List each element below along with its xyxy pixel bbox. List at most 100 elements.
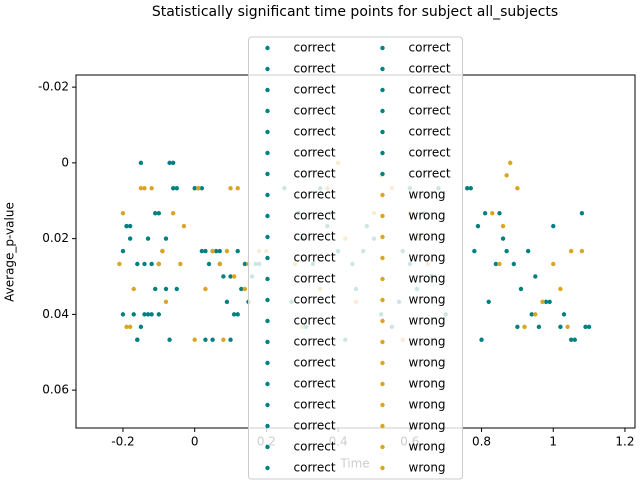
legend-label: correct: [294, 440, 336, 454]
point: [228, 337, 233, 342]
legend-marker: [380, 234, 385, 240]
legend-marker: [380, 360, 385, 366]
point: [511, 261, 517, 267]
point: [163, 236, 169, 241]
legend-label: wrong: [409, 272, 446, 286]
point: [239, 286, 244, 292]
point: [120, 312, 126, 317]
legend-marker: [380, 318, 385, 324]
legend-marker: [380, 423, 385, 429]
point: [156, 312, 162, 317]
point: [522, 324, 527, 330]
point: [142, 261, 147, 267]
legend-label: wrong: [409, 398, 446, 412]
legend-marker: [265, 423, 270, 429]
legend-marker: [380, 150, 385, 156]
point: [543, 299, 549, 305]
legend-marker: [265, 339, 270, 345]
point: [242, 261, 248, 267]
point: [127, 223, 133, 229]
point: [518, 286, 524, 292]
legend-label: correct: [409, 83, 451, 97]
point: [529, 312, 534, 317]
point: [579, 248, 585, 254]
point: [533, 312, 538, 317]
point: [170, 160, 176, 166]
point: [242, 286, 248, 292]
legend-marker: [265, 276, 270, 282]
point: [572, 337, 577, 342]
point: [213, 248, 219, 254]
legend-label: wrong: [409, 419, 446, 433]
point: [120, 211, 126, 216]
legend-label: correct: [409, 146, 451, 160]
point: [149, 312, 154, 317]
point: [138, 186, 144, 191]
point: [504, 248, 509, 254]
point: [170, 186, 176, 191]
y-tick-label: 0: [61, 155, 69, 169]
point: [515, 186, 520, 191]
point: [145, 312, 151, 317]
point: [231, 274, 237, 279]
legend-label: wrong: [409, 251, 446, 265]
point: [203, 286, 208, 292]
point: [221, 337, 226, 342]
legend-label: correct: [294, 188, 336, 202]
point: [482, 211, 488, 216]
point: [586, 324, 592, 330]
point: [142, 186, 147, 191]
legend-label: correct: [294, 377, 336, 391]
legend-marker: [265, 318, 270, 324]
point: [131, 286, 136, 292]
point: [583, 324, 588, 330]
point: [235, 248, 240, 254]
legend-label: correct: [294, 230, 336, 244]
point: [145, 236, 151, 241]
legend-label: correct: [294, 419, 336, 433]
legend-marker: [265, 402, 270, 408]
point: [127, 324, 133, 330]
legend-label: correct: [294, 461, 336, 475]
legend-marker: [380, 45, 385, 51]
point: [568, 248, 574, 254]
legend-marker: [380, 381, 385, 387]
point: [228, 186, 233, 191]
point: [174, 286, 179, 292]
x-tick-label: 1: [549, 435, 557, 449]
point: [235, 312, 240, 317]
legend-label: correct: [409, 167, 451, 181]
y-axis-label: Average_p-value: [3, 202, 17, 302]
point: [124, 324, 129, 330]
point: [558, 286, 563, 292]
point: [135, 337, 140, 342]
legend-label: correct: [294, 356, 336, 370]
point: [124, 223, 129, 229]
y-tick-label: 0.04: [42, 307, 69, 321]
point: [500, 223, 506, 229]
y-tick-label: -0.02: [38, 80, 69, 94]
legend-label: correct: [294, 251, 336, 265]
legend-marker: [265, 108, 270, 114]
point: [231, 312, 237, 317]
point: [540, 299, 545, 305]
point: [138, 160, 144, 166]
legend-marker: [265, 234, 270, 240]
point: [508, 160, 513, 166]
point: [558, 324, 563, 330]
legend-label: correct: [409, 104, 451, 118]
legend-marker: [265, 171, 270, 177]
point: [500, 236, 506, 241]
point: [493, 261, 499, 267]
point: [464, 186, 470, 191]
point: [533, 274, 538, 279]
legend-label: wrong: [409, 440, 446, 454]
legend-label: correct: [294, 335, 336, 349]
point: [568, 337, 574, 342]
point: [210, 337, 215, 342]
point: [163, 286, 169, 292]
point: [565, 324, 570, 330]
point: [210, 248, 215, 254]
x-tick-label: 0: [191, 435, 199, 449]
